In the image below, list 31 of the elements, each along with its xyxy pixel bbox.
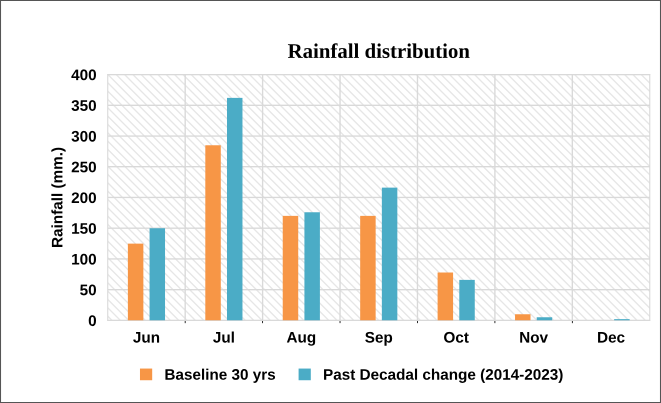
- bar: [205, 145, 221, 320]
- x-tick-label: Oct: [444, 332, 469, 343]
- bar: [304, 212, 320, 320]
- bar: [515, 314, 531, 320]
- y-tick-label: 100: [72, 254, 96, 265]
- bar: [382, 188, 398, 320]
- bar: [438, 272, 454, 320]
- x-tick-label: Aug: [286, 332, 316, 346]
- y-tick-label: 150: [72, 223, 96, 234]
- bar: [360, 216, 376, 320]
- y-tick-label: 0: [88, 315, 96, 326]
- y-tick-label: 350: [71, 100, 96, 111]
- x-tick-label: Dec: [598, 332, 625, 343]
- x-tick-label: Jun: [133, 332, 160, 343]
- y-tick-label: 50: [80, 284, 96, 296]
- bar: [282, 216, 298, 320]
- legend-label: Past Decadal change (2014-2023): [324, 368, 563, 383]
- bar: [226, 98, 242, 320]
- x-tick-label: Nov: [520, 332, 548, 343]
- y-axis-title: Rainfall (mm.): [51, 148, 66, 247]
- legend-label: Baseline 30 yrs: [165, 368, 276, 383]
- x-tick-label: Jul: [213, 331, 234, 343]
- chart-title: Rainfall distribution: [288, 43, 470, 58]
- x-tick-label: Sep: [365, 332, 392, 346]
- y-tick-label: 200: [72, 192, 96, 204]
- y-tick-label: 250: [72, 162, 96, 172]
- y-tick-label: 300: [71, 130, 96, 142]
- bar: [150, 228, 166, 320]
- bar: [128, 244, 144, 320]
- bar: [459, 280, 475, 320]
- y-tick-label: 400: [71, 69, 96, 80]
